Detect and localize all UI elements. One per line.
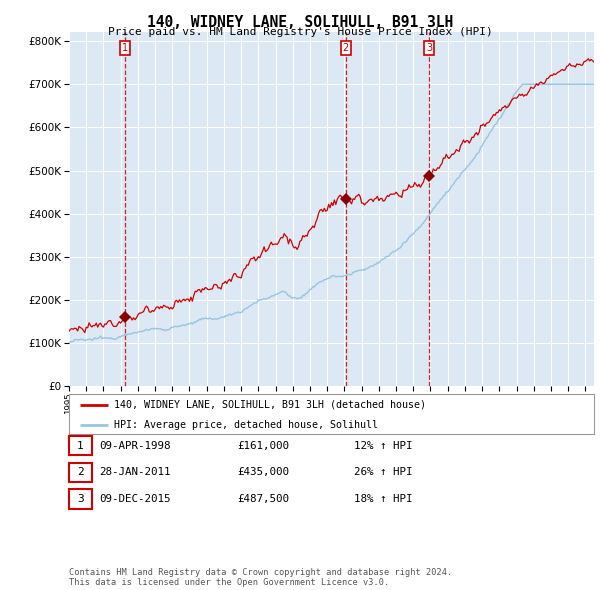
Text: 3: 3: [427, 44, 433, 53]
Text: 28-JAN-2011: 28-JAN-2011: [99, 467, 170, 477]
Text: £435,000: £435,000: [237, 467, 289, 477]
Text: 18% ↑ HPI: 18% ↑ HPI: [354, 494, 413, 504]
Text: 2: 2: [343, 44, 349, 53]
Text: Contains HM Land Registry data © Crown copyright and database right 2024.
This d: Contains HM Land Registry data © Crown c…: [69, 568, 452, 587]
Text: 12% ↑ HPI: 12% ↑ HPI: [354, 441, 413, 451]
Text: £487,500: £487,500: [237, 494, 289, 504]
Text: 1: 1: [77, 441, 84, 451]
Text: 3: 3: [77, 494, 84, 504]
Text: 26% ↑ HPI: 26% ↑ HPI: [354, 467, 413, 477]
Text: HPI: Average price, detached house, Solihull: HPI: Average price, detached house, Soli…: [113, 420, 377, 430]
Text: 140, WIDNEY LANE, SOLIHULL, B91 3LH: 140, WIDNEY LANE, SOLIHULL, B91 3LH: [147, 15, 453, 30]
Text: 140, WIDNEY LANE, SOLIHULL, B91 3LH (detached house): 140, WIDNEY LANE, SOLIHULL, B91 3LH (det…: [113, 400, 425, 410]
Text: 09-APR-1998: 09-APR-1998: [99, 441, 170, 451]
Text: 1: 1: [122, 44, 128, 53]
Text: Price paid vs. HM Land Registry's House Price Index (HPI): Price paid vs. HM Land Registry's House …: [107, 27, 493, 37]
Text: 2: 2: [77, 467, 84, 477]
Text: £161,000: £161,000: [237, 441, 289, 451]
Text: 09-DEC-2015: 09-DEC-2015: [99, 494, 170, 504]
